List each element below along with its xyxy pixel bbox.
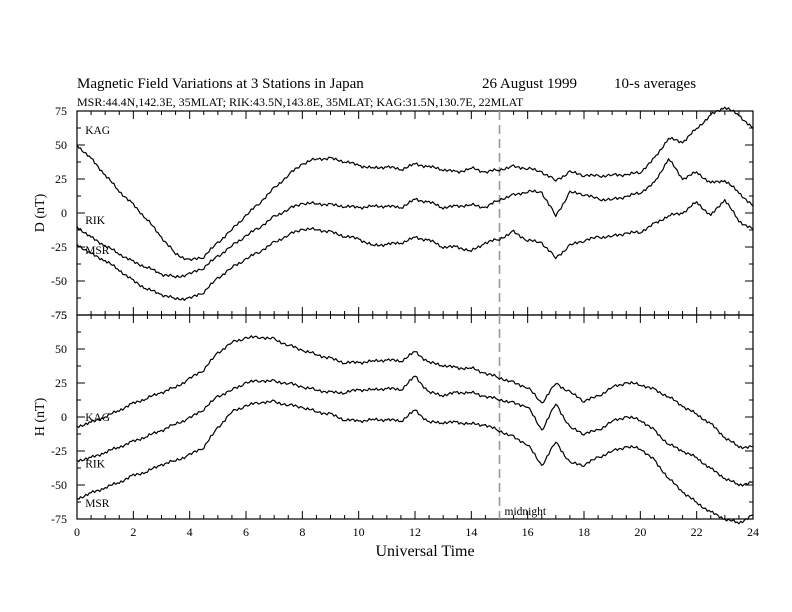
y-tick-label: 50 (55, 342, 67, 356)
chart-averaging: 10-s averages (614, 76, 696, 92)
x-tick-label: 14 (465, 525, 477, 539)
series-line-rik (76, 375, 754, 487)
x-tick-label: 18 (578, 525, 590, 539)
x-tick-label: 8 (299, 525, 305, 539)
series-label-msr: MSR (85, 245, 110, 257)
x-tick-label: 2 (130, 525, 136, 539)
chart-title: Magnetic Field Variations at 3 Stations … (77, 76, 364, 92)
x-tick-label: 6 (243, 525, 249, 539)
series-label-msr: MSR (85, 498, 110, 510)
series-line-msr (76, 399, 754, 525)
x-tick-label: 4 (187, 525, 193, 539)
chart-date: 26 August 1999 (482, 76, 577, 92)
series-line-kag (76, 106, 754, 262)
x-tick-label: 20 (634, 525, 646, 539)
y-tick-label: -25 (51, 240, 67, 254)
x-tick-label: 24 (747, 525, 759, 539)
x-tick-label: 16 (522, 525, 534, 539)
x-axis-label: Universal Time (375, 543, 474, 560)
y-tick-label: -75 (51, 308, 67, 322)
y-axis-label: H (nT) (33, 397, 48, 436)
series-label-rik: RIK (85, 215, 106, 227)
series-label-kag: KAG (85, 412, 110, 424)
y-tick-label: -25 (51, 444, 67, 458)
y-tick-label: -75 (51, 512, 67, 526)
y-tick-label: 75 (55, 104, 67, 118)
series-line-kag (76, 335, 754, 450)
x-tick-label: 10 (353, 525, 365, 539)
y-tick-label: 0 (61, 410, 67, 424)
x-tick-label: 12 (409, 525, 421, 539)
y-tick-label: 25 (55, 172, 67, 186)
d-component-panel: 75 50 25 0 -25 -50 -75 D (nT) KAG RIK MSR (33, 104, 754, 322)
chart-subtitle: MSR:44.4N,142.3E, 35MLAT; RIK:43.5N,143.… (77, 95, 524, 109)
midnight-label: midnight (505, 506, 547, 518)
x-tick-label: 22 (691, 525, 703, 539)
x-tick-label: 0 (74, 525, 80, 539)
series-line-msr (76, 199, 754, 301)
y-tick-label: 75 (55, 308, 67, 322)
y-tick-label: 0 (61, 206, 67, 220)
y-tick-label: -50 (51, 274, 67, 288)
plot-frame (76, 110, 754, 316)
y-tick-label: 25 (55, 376, 67, 390)
series-line-rik (76, 158, 754, 279)
plot-frame (76, 314, 754, 520)
series-label-kag: KAG (85, 125, 110, 137)
y-tick-label: -50 (51, 478, 67, 492)
y-axis-label: D (nT) (33, 193, 48, 232)
y-tick-label: 50 (55, 138, 67, 152)
series-label-rik: RIK (85, 458, 106, 470)
